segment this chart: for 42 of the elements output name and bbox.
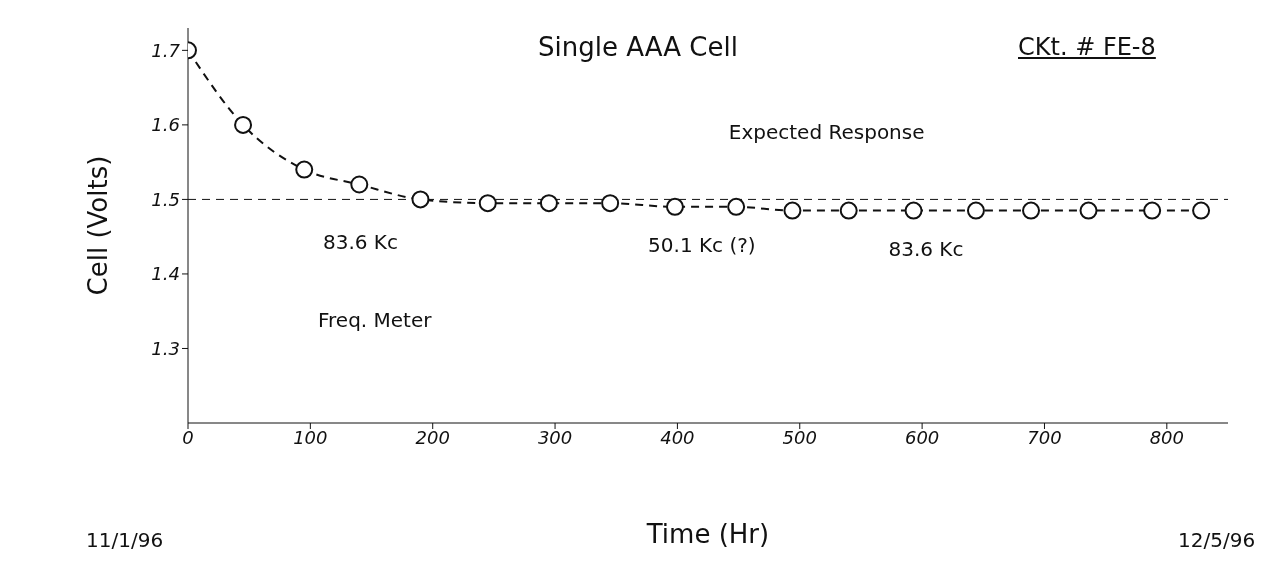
y-tick-label: 1.6 xyxy=(151,114,180,136)
x-tick-label: 700 xyxy=(1027,426,1062,448)
text: 11/1/96 xyxy=(86,528,164,552)
point xyxy=(665,197,684,216)
x-tick-label: 300 xyxy=(537,426,573,448)
x-tick-label: 200 xyxy=(415,426,450,448)
point xyxy=(295,160,314,179)
annotation: 83.6 Kc xyxy=(322,230,398,255)
point xyxy=(539,194,558,213)
point xyxy=(1022,201,1041,220)
point xyxy=(966,201,985,220)
point xyxy=(234,115,253,134)
point xyxy=(478,194,497,213)
chart-title: Single AAA Cell xyxy=(538,32,738,62)
point xyxy=(1143,201,1162,220)
x-tick-label: 500 xyxy=(782,426,817,448)
annotation: CKt. # FE-8 xyxy=(1018,33,1156,61)
annotation: 50.1 Kc (?) xyxy=(648,232,756,257)
point xyxy=(1192,201,1211,220)
annotation: Freq. Meter xyxy=(318,308,432,332)
y-tick-label: 1.5 xyxy=(151,188,180,210)
y-tick-label: 1.3 xyxy=(151,337,180,359)
y-tick-label: 1.4 xyxy=(151,263,180,285)
point xyxy=(727,197,746,216)
ref-line-label: Expected Response xyxy=(728,120,925,145)
point xyxy=(1079,201,1098,220)
point xyxy=(783,201,802,220)
point xyxy=(839,201,858,220)
x-tick-label: 400 xyxy=(660,426,695,448)
y-axis-title: Cell (Volts) xyxy=(83,155,114,296)
point xyxy=(904,201,923,220)
point xyxy=(601,194,620,213)
x-tick-label: 100 xyxy=(293,426,328,448)
x-axis-title: Time (Hr) xyxy=(645,519,770,549)
x-tick-label: 0 xyxy=(182,426,194,448)
x-tick-label: 800 xyxy=(1149,426,1184,448)
x-tick-label: 600 xyxy=(904,426,940,448)
annotation: 83.6 Kc xyxy=(888,236,964,261)
point xyxy=(411,190,430,209)
y-tick-label: 1.7 xyxy=(151,39,181,61)
text: 12/5/96 xyxy=(1178,528,1256,552)
point xyxy=(350,175,369,194)
